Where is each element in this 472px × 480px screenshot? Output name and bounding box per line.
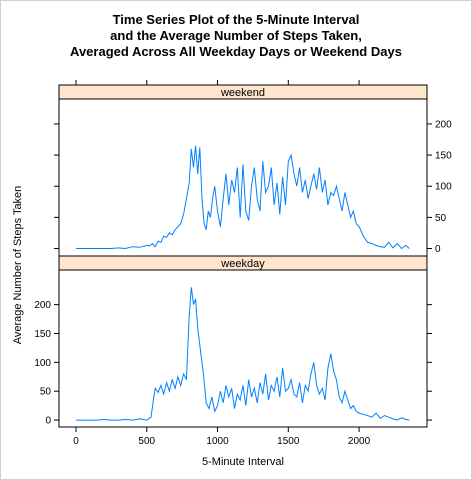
x-tick-label-1000: 1000 [206, 436, 229, 447]
strip-label-weekend: weekend [220, 87, 265, 99]
y-tick-label-weekday-100: 100 [34, 358, 51, 369]
chart-title-line-1: Time Series Plot of the 5-Minute Interva… [113, 12, 360, 27]
y-tick-label-weekday-200: 200 [34, 300, 51, 311]
y-axis-label: Average Number of Steps Taken [12, 186, 24, 345]
chart-title-line-2: and the Average Number of Steps Taken, [110, 28, 362, 43]
y-tick-label-weekday-0: 0 [45, 416, 51, 427]
chart-title-line-3: Averaged Across All Weekday Days or Week… [70, 44, 402, 59]
y-tick-label-weekend-50: 50 [435, 213, 447, 224]
y-tick-label-weekend-200: 200 [435, 119, 452, 130]
strip-label-weekday: weekday [220, 258, 265, 270]
y-tick-label-weekday-50: 50 [40, 387, 52, 398]
x-axis-label: 5-Minute Interval [202, 456, 284, 468]
x-tick-label-0: 0 [73, 436, 79, 447]
x-tick-label-2000: 2000 [348, 436, 371, 447]
y-tick-label-weekend-100: 100 [435, 182, 452, 193]
y-tick-label-weekend-0: 0 [435, 244, 441, 255]
x-tick-label-1500: 1500 [277, 436, 300, 447]
x-tick-label-500: 500 [138, 436, 155, 447]
y-tick-label-weekend-150: 150 [435, 151, 452, 162]
y-tick-label-weekday-150: 150 [34, 329, 51, 340]
